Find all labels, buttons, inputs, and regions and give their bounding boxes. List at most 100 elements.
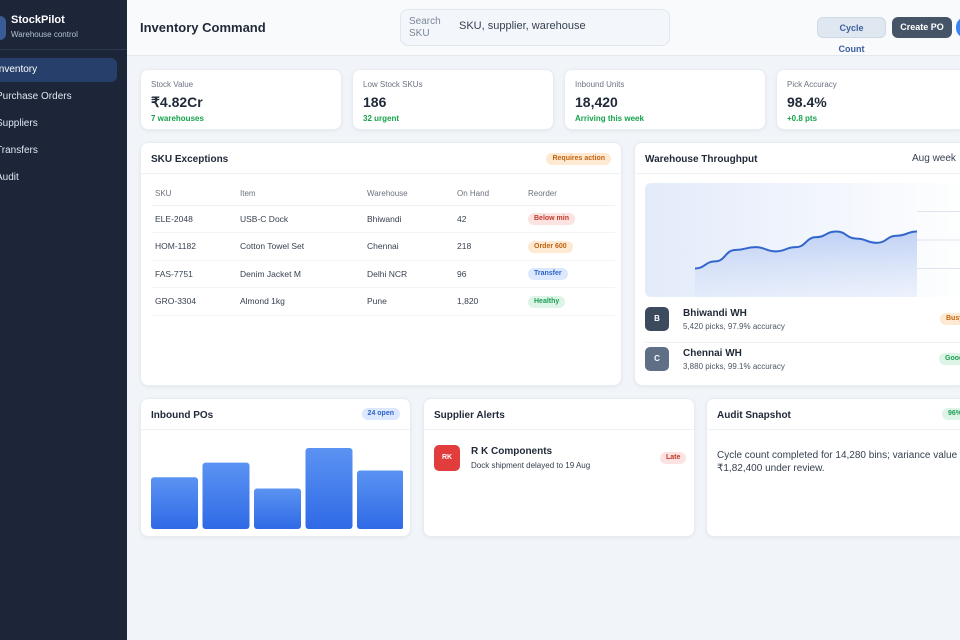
card-title: Inbound POs (151, 410, 214, 421)
reorder-status-badge: Below min (528, 213, 576, 226)
sidebar-item-transfers[interactable]: Transfers (0, 145, 38, 156)
area-series-line (694, 230, 918, 270)
warehouse-cell: Bhiwandi (363, 205, 453, 233)
kpi-card-low-stock: Low Stock SKUs 186 32 urgent (352, 69, 554, 130)
search-label: Search SKU (409, 16, 441, 39)
card-title: Warehouse Throughput (645, 154, 758, 165)
card-header (635, 143, 960, 174)
kpi-card-pick-accuracy: Pick Accuracy 98.4% +0.8 pts (776, 69, 960, 130)
kpi-card-inbound-units: Inbound Units 18,420 Arriving this week (564, 69, 766, 130)
warehouse-cell: Pune (363, 287, 453, 316)
column-header: On Hand (453, 183, 524, 206)
warehouse-throughput-card: Warehouse Throughput Aug week B Bhiwandi… (634, 142, 960, 386)
sku-cell: HOM-1182 (151, 232, 236, 261)
kpi-value: 186 (363, 94, 387, 110)
sidebar: StockPilot Warehouse control Inventory P… (0, 0, 127, 640)
alert-status-badge: Late (660, 452, 687, 464)
supplier-name[interactable]: R K Components (471, 446, 553, 457)
audit-summary: Cycle count completed for 14,280 bins; v… (717, 450, 958, 474)
brand-logo-icon (0, 16, 6, 40)
page-title: Inventory Command (140, 20, 266, 35)
warehouse-detail: 3,880 picks, 99.1% accuracy (683, 362, 785, 371)
reorder-status-badge: Healthy (528, 295, 566, 308)
sidebar-item-inventory[interactable]: Inventory (0, 58, 117, 82)
table-row[interactable]: HOM-1182 Cotton Towel Set Chennai 218 Or… (151, 232, 615, 261)
bar-3 (254, 488, 301, 529)
header: Inventory Command Search SKU Cycle Count… (127, 0, 960, 56)
search-input[interactable] (459, 20, 659, 32)
reorder-status-badge: Order 600 (528, 240, 573, 253)
on-hand-cell: 218 (453, 232, 524, 261)
on-hand-cell: 96 (453, 260, 524, 288)
column-header: Reorder (524, 183, 615, 206)
sidebar-item-suppliers[interactable]: Suppliers (0, 118, 38, 129)
brand: StockPilot Warehouse control (0, 8, 127, 50)
user-avatar[interactable] (956, 17, 960, 38)
warehouse-status-badge: Busy (940, 313, 960, 325)
card-header (424, 399, 694, 430)
warehouse-row-chennai[interactable]: C Chennai WH 3,880 picks, 99.1% accuracy… (645, 343, 960, 383)
bar-1 (151, 477, 198, 529)
kpi-label: Low Stock SKUs (363, 80, 423, 89)
period-selector[interactable]: Aug week (912, 153, 956, 164)
card-header (707, 399, 960, 430)
kpi-value: ₹4.82Cr (151, 94, 203, 110)
item-cell: Almond 1kg (236, 287, 363, 316)
kpi-value: 18,420 (575, 94, 618, 110)
kpi-sub: +0.8 pts (787, 114, 818, 123)
warehouse-cell: Delhi NCR (363, 260, 453, 288)
item-cell: USB-C Dock (236, 205, 363, 233)
warehouse-row-bhiwandi[interactable]: B Bhiwandi WH 5,420 picks, 97.9% accurac… (645, 303, 960, 343)
kpi-card-stock-value: Stock Value ₹4.82Cr 7 warehouses (140, 69, 342, 130)
kpi-label: Stock Value (151, 80, 194, 89)
table-row[interactable]: FAS-7751 Denim Jacket M Delhi NCR 96 Tra… (151, 260, 615, 288)
chart-grid (917, 211, 960, 269)
sidebar-item-purchase-orders[interactable]: Purchase Orders (0, 91, 72, 102)
supplier-alert-detail: Dock shipment delayed to 19 Aug (471, 461, 591, 470)
supplier-alerts-card: Supplier Alerts RK R K Components Dock s… (423, 398, 695, 537)
kpi-value: 98.4% (787, 94, 827, 110)
table-row[interactable]: ELE-2048 USB-C Dock Bhiwandi 42 Below mi… (151, 205, 615, 233)
audit-snapshot-card: Audit Snapshot 96% Cycle count completed… (706, 398, 960, 537)
kpi-sub: Arriving this week (575, 114, 644, 123)
warehouse-name: Bhiwandi WH (683, 308, 747, 319)
warehouse-avatar: C (645, 347, 669, 371)
kpi-label: Inbound Units (575, 80, 625, 89)
sidebar-nav: Inventory Purchase Orders Suppliers Tran… (0, 58, 127, 193)
create-po-button[interactable]: Create PO (892, 17, 952, 38)
requires-action-badge: Requires action (546, 153, 611, 165)
column-header: Item (236, 183, 363, 206)
warehouse-detail: 5,420 picks, 97.9% accuracy (683, 322, 785, 331)
card-title: Supplier Alerts (434, 410, 505, 421)
brand-name: StockPilot (11, 14, 65, 26)
on-hand-cell: 42 (453, 205, 524, 233)
kpi-label: Pick Accuracy (787, 80, 837, 89)
warehouse-avatar: B (645, 307, 669, 331)
item-cell: Denim Jacket M (236, 260, 363, 288)
column-header: Warehouse (363, 183, 453, 206)
card-title: Audit Snapshot (717, 410, 791, 421)
sku-cell: ELE-2048 (151, 205, 236, 233)
sku-exceptions-card: SKU Exceptions Requires action SKU Item … (140, 142, 622, 386)
sidebar-item-audit[interactable]: Audit (0, 172, 19, 183)
item-cell: Cotton Towel Set (236, 232, 363, 261)
on-hand-cell: 1,820 (453, 287, 524, 316)
inbound-bar-chart (151, 448, 403, 529)
throughput-area-chart (645, 183, 960, 297)
search-box[interactable]: Search SKU (400, 9, 670, 46)
bar-2 (202, 462, 250, 529)
cycle-count-button[interactable]: Cycle Count (817, 17, 886, 54)
open-count-badge: 24 open (361, 408, 400, 420)
audit-score-badge: 96% (942, 408, 960, 420)
bar-5 (357, 470, 403, 529)
kpi-sub: 32 urgent (363, 114, 400, 123)
sku-cell: GRO-3304 (151, 287, 236, 316)
warehouse-cell: Chennai (363, 232, 453, 261)
card-header (141, 399, 410, 430)
table-row[interactable]: GRO-3304 Almond 1kg Pune 1,820 Healthy (151, 287, 615, 316)
kpi-sub: 7 warehouses (151, 114, 204, 123)
table-header-row: SKU Item Warehouse On Hand Reorder (151, 183, 615, 206)
brand-subtitle: Warehouse control (11, 30, 78, 39)
warehouse-name: Chennai WH (683, 348, 742, 359)
supplier-avatar: RK (434, 445, 460, 471)
